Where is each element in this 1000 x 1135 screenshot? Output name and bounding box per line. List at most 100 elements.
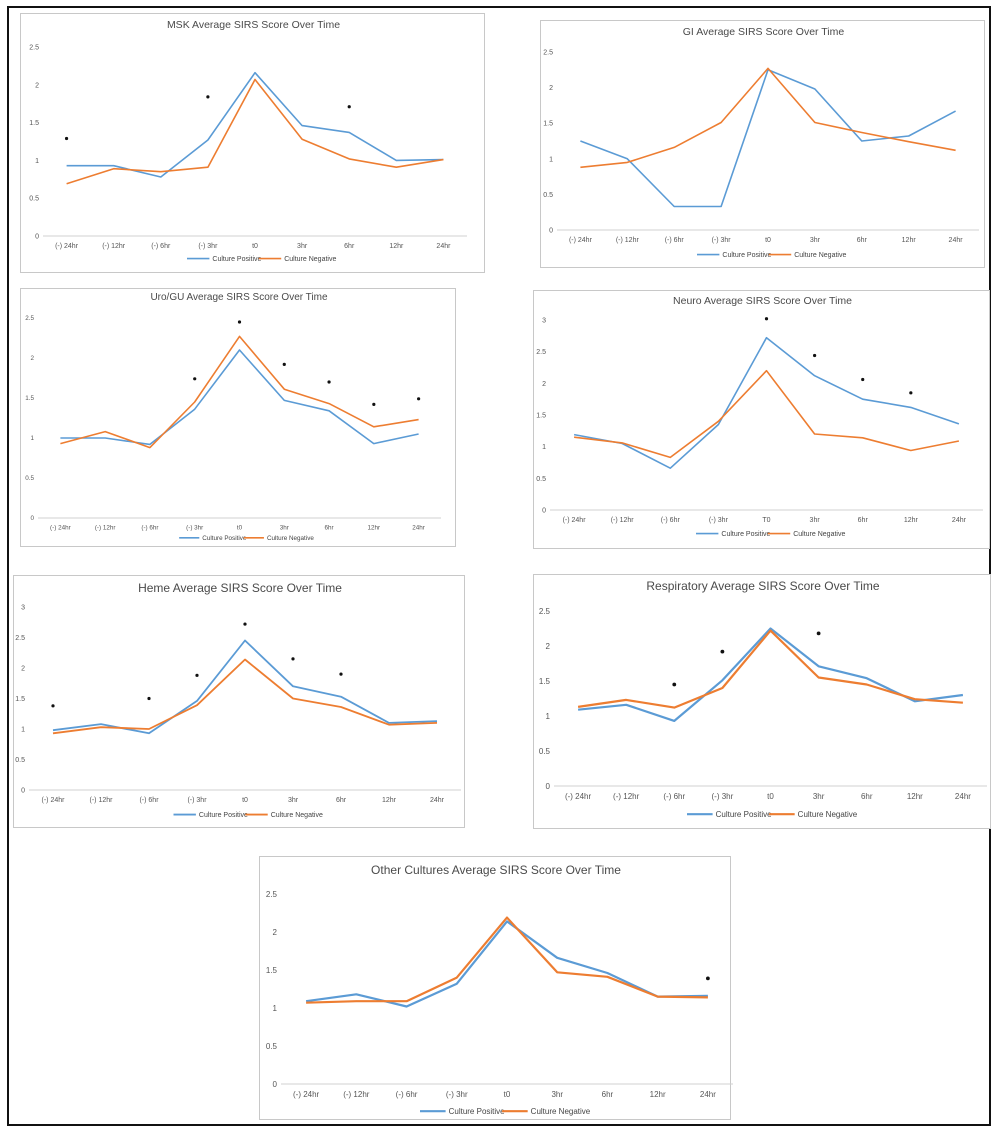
x-tick-label: 12hr — [902, 237, 917, 244]
y-tick-label: 1 — [549, 156, 553, 163]
chart-title: Other Cultures Average SIRS Score Over T… — [371, 863, 621, 877]
significance-marker — [206, 95, 210, 99]
x-tick-label: 6hr — [857, 237, 868, 244]
legend-label: Culture Positive — [212, 256, 261, 263]
x-tick-label: (-) 3hr — [198, 243, 218, 250]
x-tick-label: (-) 24hr — [563, 517, 587, 524]
legend-label: Culture Positive — [202, 535, 247, 542]
series-line-culture-negative — [60, 335, 419, 449]
chart-uro: Uro/GU Average SIRS Score Over Time 0 0.5 1… — [20, 288, 456, 547]
chart-gi: GI Average SIRS Score Over Time 0 0.5 1 1.5 2… — [540, 20, 985, 268]
x-tick-label: t0 — [237, 524, 243, 531]
y-tick-label: 0.5 — [15, 757, 25, 764]
x-tick-label: (-) 24hr — [293, 1090, 320, 1099]
y-tick-label: 2 — [546, 642, 551, 651]
x-tick-label: 6hr — [325, 524, 334, 531]
series-line-culture-positive — [580, 69, 956, 208]
x-tick-label: t0 — [767, 792, 774, 801]
x-tick-label: 24hr — [436, 243, 451, 250]
x-tick-label: 24hr — [430, 797, 445, 804]
x-tick-label: 12hr — [389, 243, 404, 250]
x-tick-label: (-) 3hr — [187, 797, 207, 804]
y-tick-label: 0 — [30, 515, 34, 522]
legend-label: Culture Positive — [716, 810, 773, 819]
significance-marker — [195, 673, 199, 677]
x-tick-label: t0 — [252, 243, 258, 250]
x-tick-label: 3hr — [297, 243, 308, 250]
x-tick-label: 3hr — [810, 517, 821, 524]
chart-title: Uro/GU Average SIRS Score Over Time — [150, 292, 328, 303]
significance-marker — [339, 672, 343, 676]
y-tick-label: 2 — [542, 381, 546, 388]
x-tick-label: (-) 12hr — [343, 1090, 370, 1099]
significance-marker — [720, 649, 725, 654]
x-tick-label: (-) 24hr — [55, 243, 79, 250]
significance-marker — [193, 377, 197, 381]
chart-other: Other Cultures Average SIRS Score Over T… — [259, 856, 733, 1120]
legend-label: Culture Positive — [449, 1107, 506, 1116]
series-line-culture-positive — [305, 920, 708, 1008]
y-tick-label: 0.5 — [543, 192, 553, 199]
y-tick-label: 2.5 — [543, 49, 553, 56]
x-tick-label: 12hr — [368, 524, 381, 531]
chart-svg: Heme Average SIRS Score Over Time 0 0.5 1 1.… — [15, 581, 461, 819]
significance-marker — [147, 696, 151, 701]
chart-neuro: Neuro Average SIRS Score Over Time 0 0.5 1 1… — [533, 290, 990, 549]
y-tick-label: 0 — [546, 782, 551, 791]
y-tick-label: 2.5 — [29, 44, 39, 51]
chart-resp: Respiratory Average SIRS Score Over Time… — [533, 574, 991, 829]
x-tick-label: (-) 12hr — [613, 792, 640, 801]
x-tick-label: t0 — [242, 797, 248, 804]
significance-marker — [347, 105, 351, 109]
significance-marker — [705, 976, 710, 981]
chart-title: Heme Average SIRS Score Over Time — [138, 581, 342, 595]
significance-marker — [51, 704, 55, 708]
legend-label: Culture Negative — [798, 810, 858, 819]
x-tick-label: 6hr — [336, 797, 347, 804]
y-tick-label: 2 — [21, 665, 25, 672]
y-tick-label: 1 — [21, 726, 25, 733]
series-line-culture-positive — [573, 336, 960, 470]
significance-marker — [813, 353, 817, 358]
y-tick-label: 0.5 — [29, 196, 39, 203]
y-tick-label: 2.5 — [536, 349, 546, 356]
chart-svg: Neuro Average SIRS Score Over Time 0 0.5 1 1… — [536, 295, 983, 538]
y-tick-label: 0.5 — [539, 747, 551, 756]
series-line-culture-negative — [577, 629, 963, 709]
y-tick-label: 0 — [35, 233, 39, 240]
chart-title: GI Average SIRS Score Over Time — [683, 26, 845, 38]
figure-frame — [7, 6, 991, 1126]
series-line-culture-negative — [66, 78, 444, 185]
legend-label: Culture Negative — [793, 531, 845, 538]
y-tick-label: 1.5 — [29, 120, 39, 127]
x-tick-label: 3hr — [551, 1090, 563, 1099]
y-tick-label: 2 — [30, 355, 34, 362]
y-tick-label: 1 — [542, 444, 546, 451]
chart-msk: MSK Average SIRS Score Over Time 0 0.5 1 1.5… — [20, 13, 485, 273]
x-tick-label: (-) 3hr — [446, 1090, 468, 1099]
x-tick-label: (-) 12hr — [95, 524, 116, 531]
x-tick-label: 6hr — [344, 243, 355, 250]
y-tick-label: 0 — [542, 507, 546, 514]
significance-marker — [291, 657, 295, 661]
x-tick-label: (-) 24hr — [565, 792, 592, 801]
x-tick-label: (-) 12hr — [90, 797, 114, 804]
x-tick-label: (-) 6hr — [663, 792, 685, 801]
x-tick-label: (-) 6hr — [141, 524, 158, 531]
y-tick-label: 0 — [273, 1080, 278, 1089]
y-tick-label: 0.5 — [266, 1042, 278, 1051]
x-tick-label: (-) 6hr — [661, 517, 681, 524]
y-tick-label: 0.5 — [25, 475, 34, 482]
significance-marker — [243, 622, 247, 626]
series-line-culture-negative — [52, 658, 438, 735]
chart-title: Respiratory Average SIRS Score Over Time — [646, 579, 880, 593]
y-tick-label: 2 — [549, 85, 553, 92]
x-tick-label: 24hr — [700, 1090, 716, 1099]
chart-title: Neuro Average SIRS Score Over Time — [673, 295, 852, 307]
series-line-culture-negative — [574, 369, 960, 459]
y-tick-label: 1 — [30, 435, 34, 442]
x-tick-label: (-) 24hr — [569, 237, 593, 244]
chart-heme: Heme Average SIRS Score Over Time 0 0.5 1 1.… — [13, 575, 465, 828]
y-tick-label: 3 — [21, 604, 25, 611]
legend-label: Culture Positive — [199, 812, 248, 819]
